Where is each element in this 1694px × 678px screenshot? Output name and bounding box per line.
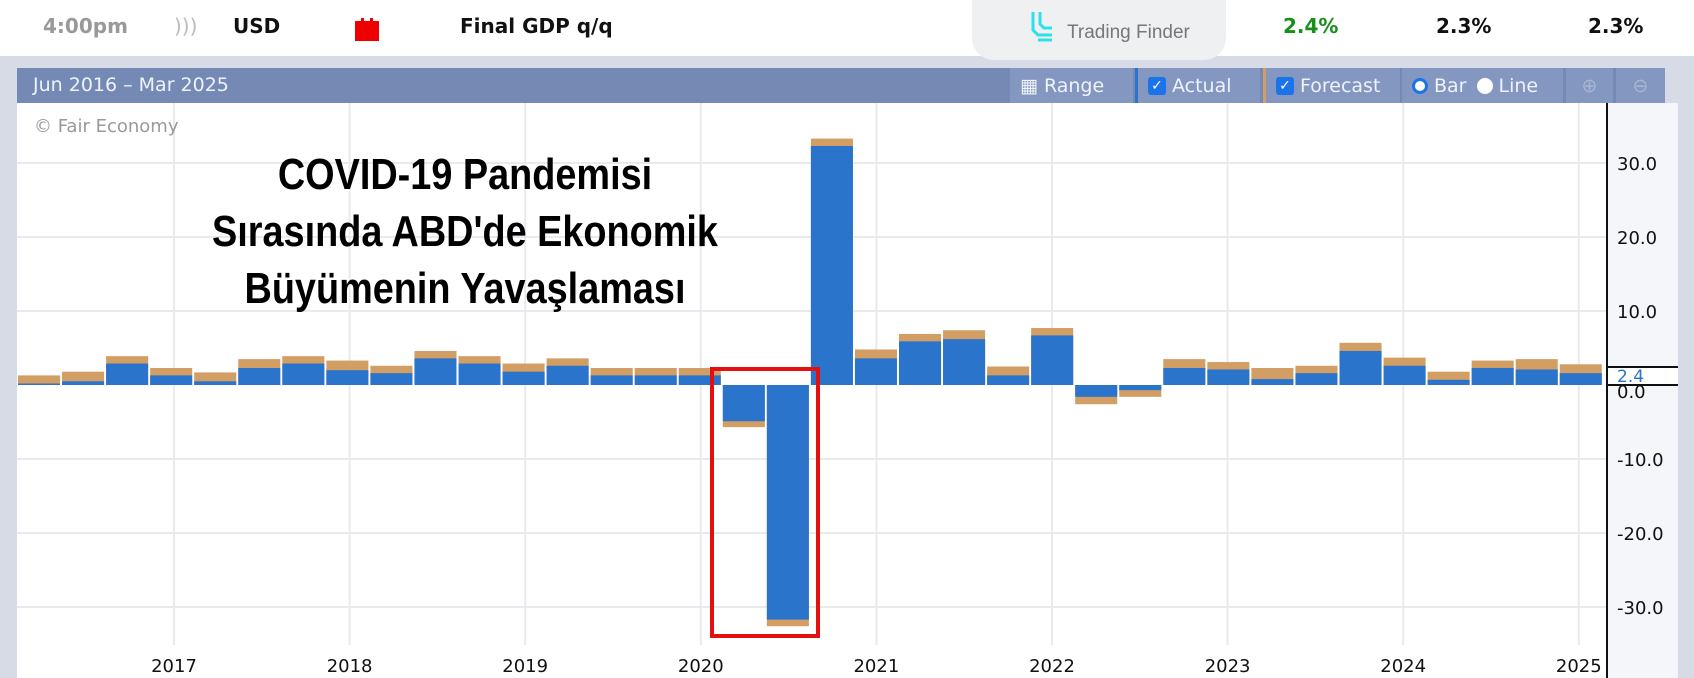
y-tick-label: -10.0 bbox=[1617, 450, 1664, 471]
actual-label: Actual bbox=[1172, 74, 1232, 97]
actual-bar bbox=[1339, 350, 1382, 385]
line-label: Line bbox=[1498, 74, 1539, 97]
event-row: 4:00pm ))) USD Final GDP q/q 2.4% 2.3% 2… bbox=[0, 0, 1694, 56]
event-time: 4:00pm bbox=[43, 14, 128, 38]
x-tick-label: 2024 bbox=[1380, 656, 1426, 677]
range-button[interactable]: ▦ Range bbox=[1010, 68, 1133, 103]
chart-toolbar: Jun 2016 – Mar 2025 ▦ Range ✓ Actual ✓ F… bbox=[17, 68, 1665, 103]
zoom-out-button[interactable]: ⊖ bbox=[1616, 68, 1665, 103]
y-tick-label: -30.0 bbox=[1617, 598, 1664, 619]
actual-bar bbox=[1075, 385, 1118, 397]
actual-bar bbox=[238, 367, 281, 385]
zoom-in-icon: ⊕ bbox=[1581, 74, 1598, 97]
actual-bar bbox=[546, 365, 589, 385]
actual-value: 2.4% bbox=[1283, 14, 1339, 38]
actual-bar bbox=[62, 381, 105, 385]
actual-bar bbox=[194, 381, 237, 385]
actual-bar bbox=[810, 145, 853, 385]
date-range-label: Jun 2016 – Mar 2025 bbox=[33, 74, 229, 96]
actual-bar bbox=[1295, 373, 1338, 385]
actual-bar bbox=[150, 375, 193, 385]
actual-bar bbox=[370, 373, 413, 385]
y-tick-label: 20.0 bbox=[1617, 228, 1657, 249]
actual-bar bbox=[899, 341, 942, 385]
zoom-in-button[interactable]: ⊕ bbox=[1566, 68, 1613, 103]
actual-bar bbox=[943, 339, 986, 385]
annotation-line: Sırasında ABD'de Ekonomik bbox=[212, 207, 718, 256]
actual-bar bbox=[458, 363, 501, 385]
actual-bar bbox=[854, 358, 897, 385]
actual-bar bbox=[1031, 335, 1074, 385]
actual-checkbox[interactable]: ✓ bbox=[1148, 76, 1166, 95]
chart-type-selector: Bar Line bbox=[1402, 68, 1563, 103]
actual-bar bbox=[502, 371, 545, 385]
actual-bar bbox=[282, 363, 325, 385]
actual-bar bbox=[1559, 373, 1602, 385]
bar-label: Bar bbox=[1434, 74, 1467, 97]
last-value-box bbox=[1608, 367, 1678, 384]
x-tick-label: 2018 bbox=[327, 656, 373, 677]
actual-bar bbox=[1427, 379, 1470, 385]
y-tick-label: 10.0 bbox=[1617, 302, 1657, 323]
x-tick-label: 2025 bbox=[1556, 656, 1602, 677]
logo-text: Trading Finder bbox=[1067, 22, 1190, 43]
actual-bar bbox=[590, 375, 633, 385]
actual-bar bbox=[678, 375, 721, 385]
y-tick-label: 0.0 bbox=[1617, 382, 1646, 403]
previous-value: 2.3% bbox=[1588, 14, 1644, 38]
actual-bar bbox=[1515, 369, 1558, 385]
actual-bar bbox=[634, 375, 677, 385]
actual-bar bbox=[18, 383, 61, 385]
actual-bar bbox=[766, 385, 809, 620]
y-axis-panel bbox=[1607, 103, 1678, 678]
forecast-label: Forecast bbox=[1300, 74, 1381, 97]
annotation-line: Büyümenin Yavaşlaması bbox=[244, 264, 686, 313]
actual-bar bbox=[1383, 365, 1426, 385]
actual-bar bbox=[1251, 379, 1294, 385]
covid-highlight-box bbox=[710, 367, 820, 638]
y-tick-label: -20.0 bbox=[1617, 524, 1664, 545]
actual-bar bbox=[414, 358, 457, 385]
bar-radio[interactable] bbox=[1412, 77, 1428, 94]
zoom-out-icon: ⊖ bbox=[1632, 74, 1649, 97]
speaker-icon[interactable]: ))) bbox=[174, 14, 198, 38]
line-radio[interactable] bbox=[1476, 77, 1493, 94]
event-title[interactable]: Final GDP q/q bbox=[460, 14, 613, 38]
actual-bar bbox=[987, 375, 1030, 385]
watermark: © Fair Economy bbox=[34, 116, 179, 137]
actual-bar bbox=[1163, 367, 1206, 385]
logo-tab bbox=[972, 0, 1226, 60]
forecast-bar bbox=[1119, 385, 1162, 397]
actual-toggle[interactable]: ✓ Actual bbox=[1135, 68, 1260, 103]
actual-bar bbox=[1471, 367, 1514, 385]
x-tick-label: 2023 bbox=[1205, 656, 1251, 677]
forecast-toggle[interactable]: ✓ Forecast bbox=[1263, 68, 1400, 103]
high-impact-folder-icon[interactable] bbox=[355, 18, 379, 41]
range-label: Range bbox=[1043, 74, 1105, 97]
actual-bar bbox=[326, 370, 369, 385]
actual-bar bbox=[106, 363, 149, 385]
x-tick-label: 2020 bbox=[678, 656, 724, 677]
event-currency: USD bbox=[233, 14, 281, 38]
forecast-bar bbox=[18, 375, 61, 385]
x-tick-label: 2021 bbox=[853, 656, 899, 677]
x-tick-label: 2019 bbox=[502, 656, 548, 677]
x-tick-label: 2017 bbox=[151, 656, 197, 677]
actual-bar bbox=[1119, 385, 1162, 391]
y-tick-label: 30.0 bbox=[1617, 154, 1657, 175]
calendar-icon: ▦ bbox=[1020, 74, 1038, 97]
annotation-title: COVID-19 Pandemisi Sırasında ABD'de Ekon… bbox=[194, 146, 736, 317]
forecast-checkbox[interactable]: ✓ bbox=[1276, 76, 1294, 95]
actual-bar bbox=[1207, 369, 1250, 385]
last-value-label: 2.4 bbox=[1617, 367, 1644, 387]
forecast-value: 2.3% bbox=[1436, 14, 1492, 38]
trading-finder-logo-icon bbox=[1031, 12, 1052, 42]
x-tick-label: 2022 bbox=[1029, 656, 1075, 677]
actual-bar bbox=[722, 385, 765, 422]
annotation-line: COVID-19 Pandemisi bbox=[277, 150, 653, 199]
